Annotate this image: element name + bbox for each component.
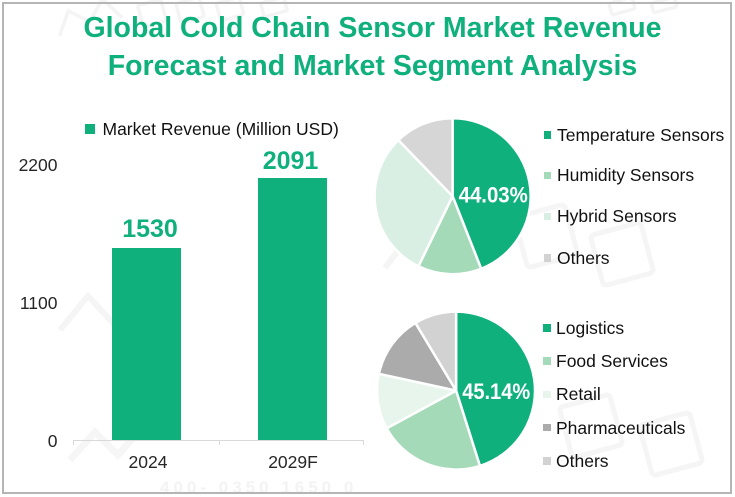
svg-text:45.14%: 45.14% xyxy=(462,379,530,404)
svg-text:44.03%: 44.03% xyxy=(459,183,528,208)
